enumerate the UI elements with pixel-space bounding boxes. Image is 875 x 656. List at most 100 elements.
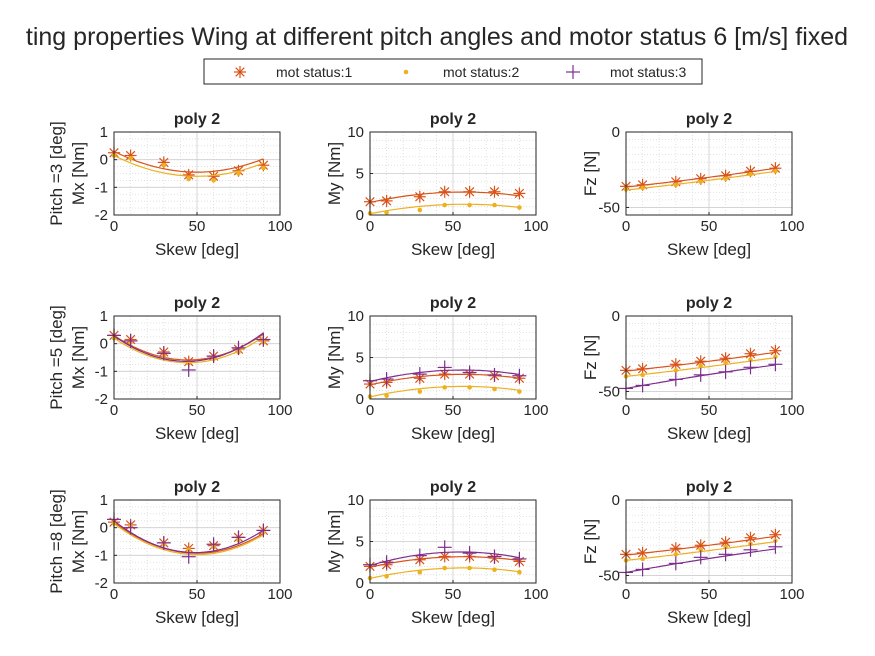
subplot-title: poly 2: [430, 479, 476, 496]
x-tick-label: 50: [445, 402, 462, 419]
series-mot-status-1: [620, 162, 782, 193]
data-point-mot-status-2: [517, 205, 522, 210]
data-point-mot-status-2: [467, 565, 472, 571]
data-point-mot-status-2: [384, 393, 389, 398]
y-axis-label: My [Nm]: [325, 510, 344, 573]
data-point-mot-status-2: [698, 179, 703, 185]
y-tick-label: 5: [356, 534, 364, 551]
y-axis-label: My [Nm]: [325, 326, 344, 389]
x-tick-label: 100: [267, 218, 292, 235]
data-point-mot-status-2: [673, 182, 679, 188]
subplot-title: poly 2: [430, 295, 476, 312]
series-mot-status-2: [623, 168, 778, 192]
data-point-mot-status-1: [769, 528, 782, 541]
legend-box: [203, 58, 703, 85]
x-tick-label: 0: [110, 586, 118, 603]
legend: mot status:1 mot status:2 mot status:3: [203, 58, 703, 85]
subplot-title: poly 2: [686, 295, 732, 312]
row-label-pitch: Pitch =5 [deg]: [47, 305, 66, 409]
x-tick-label: 100: [779, 402, 804, 419]
x-axis-label: Skew [deg]: [411, 240, 495, 259]
data-point-mot-status-3: [156, 346, 171, 361]
data-point-mot-status-3: [718, 547, 733, 562]
data-point-mot-status-3: [123, 333, 138, 348]
data-point-mot-status-1: [257, 159, 270, 172]
y-axis-label: Fz [N]: [581, 151, 600, 196]
data-point-mot-status-3: [231, 340, 246, 355]
data-point-mot-status-3: [768, 357, 783, 372]
data-point-mot-status-3: [462, 546, 477, 561]
data-point-mot-status-2: [211, 178, 216, 183]
data-point-mot-status-3: [379, 555, 394, 570]
data-point-mot-status-2: [442, 565, 448, 571]
data-point-mot-status-2: [492, 202, 497, 208]
y-tick-label: 0: [100, 336, 108, 353]
data-point-mot-status-3: [412, 548, 427, 563]
x-tick-label: 50: [189, 586, 206, 603]
data-point-mot-status-3: [668, 372, 683, 387]
subplot-r2-c2: 0 50 100 0 5 10 poly 2 Skew [deg] My [Nm]: [325, 295, 549, 443]
data-point-mot-status-2: [773, 168, 778, 174]
data-point-mot-status-3: [512, 551, 527, 566]
x-tick-label: 100: [267, 402, 292, 419]
series-mot-status-3: [107, 512, 271, 564]
data-point-mot-status-3: [256, 332, 271, 347]
data-point-mot-status-3: [635, 562, 650, 577]
x-axis-label: Skew [deg]: [155, 608, 239, 627]
data-point-mot-status-2: [773, 354, 778, 360]
y-tick-label: -1: [95, 547, 108, 564]
x-tick-label: 50: [445, 586, 462, 603]
y-tick-label: 0: [612, 492, 620, 509]
x-tick-label: 50: [701, 218, 718, 235]
legend-label-mot-status-2: mot status:2: [443, 64, 519, 80]
y-tick-label: 10: [347, 492, 364, 509]
subplot-title: poly 2: [174, 111, 220, 128]
x-tick-label: 50: [445, 218, 462, 235]
y-axis-label: Fz [N]: [581, 335, 600, 380]
data-point-mot-status-3: [256, 523, 271, 538]
data-point-mot-status-2: [723, 176, 728, 182]
data-point-mot-status-2: [517, 389, 522, 394]
data-point-mot-status-3: [718, 364, 733, 379]
y-axis-label: My [Nm]: [325, 142, 344, 205]
data-point-mot-status-1: [669, 175, 682, 188]
subplot-title: poly 2: [686, 111, 732, 128]
data-point-mot-status-2: [492, 567, 497, 573]
y-tick-label: -50: [598, 567, 620, 584]
x-axis-label: Skew [deg]: [667, 608, 751, 627]
data-point-mot-status-3: [156, 535, 171, 550]
y-tick-label: 0: [356, 575, 364, 592]
data-point-mot-status-3: [231, 530, 246, 545]
subplot-r1-c1: 0 50 100 -2 -1 0 1 poly 2 Skew [deg] Mx [Nm]Pitch…: [47, 111, 293, 259]
data-point-mot-status-3: [462, 365, 477, 380]
x-tick-label: 0: [622, 218, 630, 235]
y-tick-label: 10: [347, 124, 364, 141]
data-point-mot-status-3: [768, 539, 783, 554]
data-point-mot-status-3: [437, 360, 452, 375]
data-point-mot-status-1: [694, 355, 707, 368]
y-tick-label: -1: [95, 179, 108, 196]
data-point-mot-status-2: [236, 171, 241, 176]
y-axis-label: Fz [N]: [581, 519, 600, 564]
x-tick-label: 0: [366, 586, 374, 603]
subplot-r2-c1: 0 50 100 -2 -1 0 1 poly 2 Skew [deg] Mx [Nm]Pitch…: [47, 295, 293, 443]
y-tick-label: 0: [100, 152, 108, 169]
data-point-mot-status-3: [693, 550, 708, 565]
x-tick-label: 0: [366, 218, 374, 235]
y-tick-label: 1: [100, 124, 108, 141]
legend-marker-symbol: [566, 65, 580, 79]
subplot-title: poly 2: [430, 111, 476, 128]
series-mot-status-3: [619, 357, 783, 396]
subplot-r3-c1: 0 50 100 -2 -1 0 1 poly 2 Skew [deg] Mx [Nm]Pitch…: [47, 479, 293, 627]
subplot-title: poly 2: [174, 295, 220, 312]
data-point-mot-status-3: [743, 360, 758, 375]
data-point-mot-status-1: [769, 162, 782, 175]
data-point-mot-status-1: [636, 362, 649, 375]
y-axis-label: Mx [Nm]: [69, 326, 88, 389]
data-point-mot-status-1: [413, 190, 426, 203]
data-point-mot-status-2: [517, 569, 522, 575]
series-mot-status-3: [107, 328, 271, 377]
x-axis-label: Skew [deg]: [411, 424, 495, 443]
x-tick-label: 50: [701, 586, 718, 603]
